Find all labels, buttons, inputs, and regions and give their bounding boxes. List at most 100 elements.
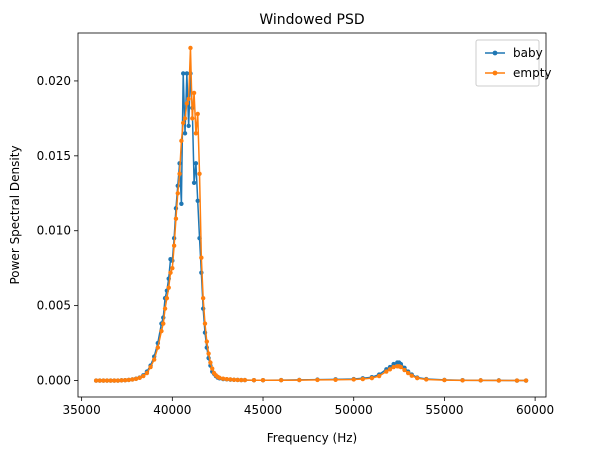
data-point-empty [402,367,407,373]
series-empty [93,45,529,383]
data-point-empty [239,377,244,383]
data-point-empty [260,378,266,383]
data-point-empty [369,375,375,381]
data-point-empty [242,377,248,383]
series-layer [93,45,529,383]
data-point-empty [387,367,393,372]
y-tick-label: 0.010 [37,224,71,238]
data-point-empty [175,191,180,196]
data-point-empty [297,377,302,383]
data-point-empty [171,243,177,248]
data-point-empty [333,377,338,382]
data-point-empty [224,376,229,382]
data-point-empty [424,377,429,382]
legend-box [475,39,540,87]
y-tick-label: 0.005 [37,299,71,313]
data-point-empty [166,285,171,290]
x-tick-label: 60000 [516,403,554,417]
data-point-empty [126,377,131,383]
data-point-baby [182,131,188,136]
data-point-empty [137,375,142,381]
data-point-baby [193,161,199,166]
y-tick-label: 0.015 [37,149,71,163]
data-point-empty [93,378,99,383]
data-point-empty [199,255,204,260]
y-tick-label: 0.000 [37,374,71,388]
data-point-empty [181,120,186,126]
data-point-empty [101,378,106,383]
data-point-empty [108,378,113,383]
data-point-empty [148,364,153,370]
data-point-baby [186,123,191,129]
data-point-empty [141,373,146,379]
data-point-empty [177,171,182,177]
data-point-empty [398,364,404,370]
data-point-empty [278,378,284,383]
data-point-empty [190,116,195,121]
data-point-empty [217,375,222,381]
data-point-empty [231,377,237,382]
plot-frame [77,32,547,398]
data-point-empty [514,378,520,383]
data-point-empty [144,370,150,376]
data-point-empty [186,96,191,102]
chart-title: Windowed PSD [259,12,364,28]
axes-layer: 35000 40000 45000 50000 55000 60000 0.000 0.005… [37,74,555,417]
data-point-empty [235,377,240,383]
data-point-empty [159,328,164,334]
data-point-empty [409,373,414,378]
data-point-empty [97,378,102,383]
data-point-empty [184,101,190,106]
data-point-empty [173,216,179,221]
data-point-baby [181,71,186,76]
data-point-baby [179,201,184,206]
x-tick-label: 45000 [244,403,282,417]
data-point-empty [384,369,389,374]
x-tick-label: 40000 [153,403,191,417]
data-point-empty [197,171,202,177]
legend-marker-empty [492,70,498,76]
data-point-empty [191,90,197,96]
data-point-empty [315,377,320,383]
data-point-empty [415,375,420,381]
data-point-empty [133,376,139,382]
data-point-empty [206,351,211,356]
y-tick-label: 0.020 [37,74,71,88]
data-point-empty [208,360,213,365]
data-point-baby [191,180,197,185]
x-tick-label: 35000 [63,403,101,417]
data-point-empty [112,378,117,383]
data-point-empty [202,321,208,326]
data-point-empty [405,370,411,376]
data-point-empty [155,345,161,350]
data-point-empty [204,339,209,344]
data-point-empty [115,378,121,383]
data-point-empty [170,265,175,271]
plot-area [78,33,546,397]
data-point-empty [496,378,502,383]
data-point-empty [182,116,188,121]
data-point-empty [188,45,193,51]
data-point-empty [193,131,199,136]
data-point-empty [228,377,233,382]
data-point-empty [161,321,166,326]
data-point-empty [168,270,173,275]
data-point-empty [376,373,382,379]
data-point-empty [210,366,215,371]
data-point-empty [442,377,447,383]
data-point-empty [351,377,356,382]
data-point-empty [104,378,110,383]
data-point-empty [523,378,529,383]
data-point-empty [119,378,124,383]
data-point-empty [460,378,465,383]
data-point-empty [164,295,170,301]
data-point-baby [184,71,190,76]
data-point-empty [478,378,483,383]
data-point-empty [122,378,128,383]
x-tick-label: 50000 [335,403,373,417]
legend-marker-baby [492,50,498,56]
legend-label-baby: baby [513,46,543,60]
data-point-empty [179,138,184,144]
legend-label-empty: empty [513,66,552,80]
